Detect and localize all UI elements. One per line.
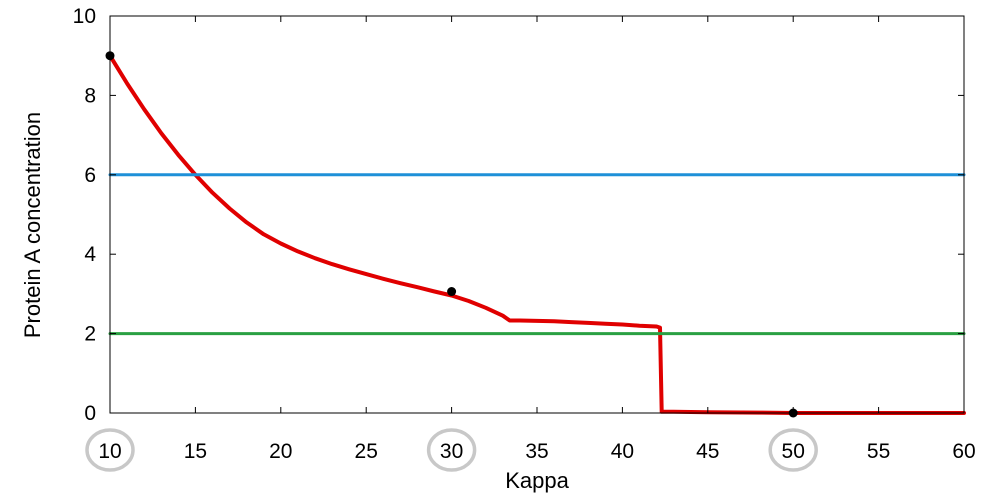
x-tick-labels: 10 15 20 25 30 35 40 45 50 55 60 [98,440,975,463]
x-tick-label-15: 15 [184,440,207,463]
x-tick-label-50: 50 [782,440,805,463]
y-tick-label-2: 2 [84,323,96,346]
tick-highlight-group [85,428,818,472]
y-tick-label-8: 8 [84,84,96,107]
series-line-0 [108,53,966,415]
y-tick-label-6: 6 [84,164,96,187]
x-tick-label-20: 20 [269,440,292,463]
y-tick-label-10: 10 [73,5,96,28]
x-tick-label-55: 55 [867,440,890,463]
x-tick-label-60: 60 [952,440,975,463]
x-axis-title: Kappa [505,468,569,493]
x-tick-label-30: 30 [440,440,463,463]
series-group [108,53,966,415]
x-tick-label-35: 35 [525,440,548,463]
tick-group [109,15,965,414]
tick-highlight-circle-10 [85,428,135,472]
x-tick-label-25: 25 [355,440,378,463]
data-marker-1 [447,287,457,297]
y-tick-label-0: 0 [84,402,96,425]
tick-highlight-circle-50 [768,428,818,472]
y-tick-label-4: 4 [84,243,96,266]
marker-group [105,51,798,418]
x-tick-label-40: 40 [611,440,634,463]
y-tick-labels: 0 2 4 6 8 10 [73,5,97,425]
x-tick-label-45: 45 [696,440,719,463]
y-axis-title: Protein A concentration [20,112,45,338]
x-tick-label-10: 10 [98,440,121,463]
tick-highlight-circle-30 [426,428,477,472]
